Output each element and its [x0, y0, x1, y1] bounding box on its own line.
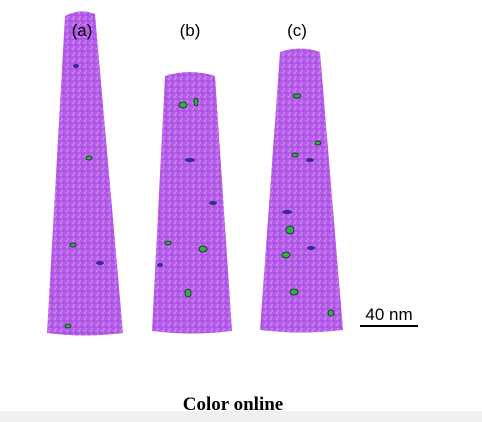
- cluster: [289, 288, 299, 296]
- cluster: [164, 240, 172, 246]
- cluster: [198, 245, 208, 253]
- cluster: [64, 323, 72, 329]
- cluster: [314, 140, 322, 146]
- tip-volume: [260, 48, 343, 333]
- cluster: [184, 288, 192, 298]
- tip-c: [260, 48, 343, 333]
- cluster: [69, 242, 77, 248]
- cluster: [157, 263, 163, 267]
- footer-strip: [0, 411, 482, 422]
- cluster: [85, 155, 93, 161]
- panel-label: (a): [72, 21, 93, 40]
- caption: Color online: [183, 394, 283, 415]
- cluster: [185, 158, 195, 162]
- tip-volume: [152, 72, 232, 334]
- cluster: [96, 261, 104, 265]
- cluster: [193, 97, 199, 107]
- cluster: [306, 158, 314, 162]
- tip-volume: [47, 11, 123, 336]
- tip-a: [47, 11, 123, 336]
- cluster: [327, 309, 335, 317]
- cluster: [73, 64, 79, 68]
- panel-label: (c): [287, 21, 307, 40]
- cluster: [178, 101, 188, 109]
- cluster: [209, 201, 217, 205]
- cluster: [281, 251, 291, 259]
- cluster: [282, 210, 292, 214]
- cluster: [307, 246, 315, 250]
- cluster: [292, 93, 302, 99]
- tip-b: [152, 72, 232, 334]
- cluster: [285, 225, 295, 235]
- cluster: [291, 152, 299, 158]
- scale-bar-label: 40 nm: [365, 305, 412, 324]
- panel-label: (b): [180, 21, 201, 40]
